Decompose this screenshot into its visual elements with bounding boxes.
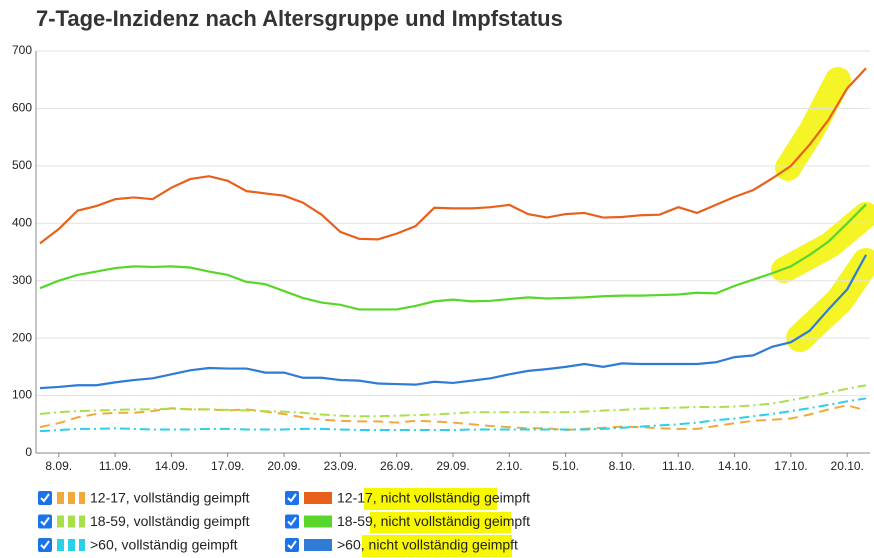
legend-item[interactable]: >60, vollständig geimpft (38, 537, 238, 553)
x-tick-label: 8.10. (609, 459, 636, 473)
legend-check (287, 516, 297, 527)
y-tick-label: 0 (25, 445, 32, 459)
x-tick-label: 8.09. (45, 459, 72, 473)
legend-check (40, 493, 50, 503)
x-tick-label: 14.09. (155, 459, 188, 473)
y-tick-label: 500 (12, 158, 32, 172)
x-tick-label: 5.10. (552, 459, 579, 473)
y-tick-label: 300 (12, 273, 32, 287)
x-tick-label: 29.09. (436, 459, 469, 473)
legend-check (40, 540, 50, 550)
legend-item[interactable]: >60, nicht vollständig geimpft (285, 537, 518, 553)
legend-label: 12-17, nicht vollständig geimpft (337, 490, 530, 506)
y-tick-label: 600 (12, 101, 32, 115)
legend-check (287, 540, 297, 550)
legend-label: 18-59, vollständig geimpft (90, 513, 250, 529)
chart-title: 7-Tage-Inzidenz nach Altersgruppe und Im… (36, 6, 563, 31)
x-tick-label: 20.10. (831, 459, 864, 473)
x-tick-label: 17.10. (774, 459, 807, 473)
legend-label: >60, nicht vollständig geimpft (337, 537, 518, 553)
x-tick-label: 26.09. (380, 459, 413, 473)
x-tick-label: 20.09. (267, 459, 300, 473)
y-tick-label: 100 (12, 388, 32, 402)
series-line (39, 404, 867, 432)
series-line (39, 384, 867, 418)
legend-check (40, 516, 50, 527)
y-tick-label: 200 (12, 330, 32, 344)
x-tick-label: 2.10. (496, 459, 523, 473)
legend-check (287, 493, 297, 503)
series-line (39, 203, 867, 311)
x-tick-label: 11.09. (99, 459, 131, 473)
x-tick-label: 17.09. (211, 459, 244, 473)
y-tick-label: 400 (12, 215, 32, 229)
legend-label: 12-17, vollständig geimpft (90, 490, 250, 506)
highlights (362, 67, 874, 557)
legend-item[interactable]: 18-59, vollständig geimpft (38, 513, 250, 529)
legend-label: >60, vollständig geimpft (90, 537, 238, 553)
x-tick-label: 23.09. (324, 459, 357, 473)
legend-item[interactable]: 18-59, nicht vollständig geimpft (285, 513, 530, 529)
series-line (39, 67, 867, 245)
legend-item[interactable]: 12-17, vollständig geimpft (38, 490, 250, 506)
series-line (39, 397, 867, 433)
y-tick-label: 700 (12, 43, 32, 57)
legend-label: 18-59, nicht vollständig geimpft (337, 513, 530, 529)
series-line (39, 254, 867, 390)
x-tick-label: 11.10. (662, 459, 694, 473)
x-tick-label: 14.10. (718, 459, 751, 473)
legend-item[interactable]: 12-17, nicht vollständig geimpft (285, 490, 530, 506)
